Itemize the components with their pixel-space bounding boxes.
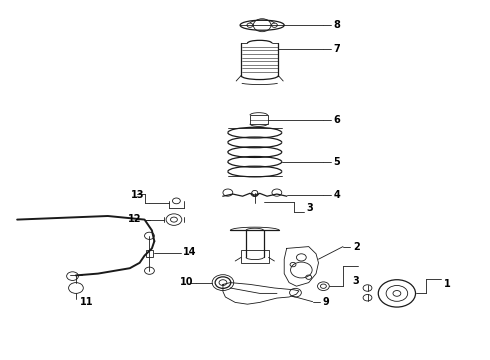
Text: 3: 3: [353, 276, 360, 286]
Text: 11: 11: [80, 297, 94, 307]
Text: 5: 5: [333, 157, 340, 167]
Text: 10: 10: [180, 276, 194, 287]
Text: 3: 3: [306, 203, 313, 213]
Bar: [146, 250, 153, 257]
Bar: [250, 115, 268, 124]
Text: 6: 6: [333, 114, 340, 125]
Text: 4: 4: [333, 190, 340, 200]
Text: 9: 9: [322, 297, 329, 307]
Text: 2: 2: [353, 242, 360, 252]
Text: 1: 1: [443, 279, 450, 289]
Text: 14: 14: [183, 247, 197, 257]
Text: 8: 8: [333, 20, 340, 30]
Text: 12: 12: [128, 213, 142, 224]
Bar: [241, 250, 269, 263]
Text: 13: 13: [131, 190, 145, 200]
Circle shape: [252, 190, 258, 195]
Text: 7: 7: [333, 44, 340, 54]
